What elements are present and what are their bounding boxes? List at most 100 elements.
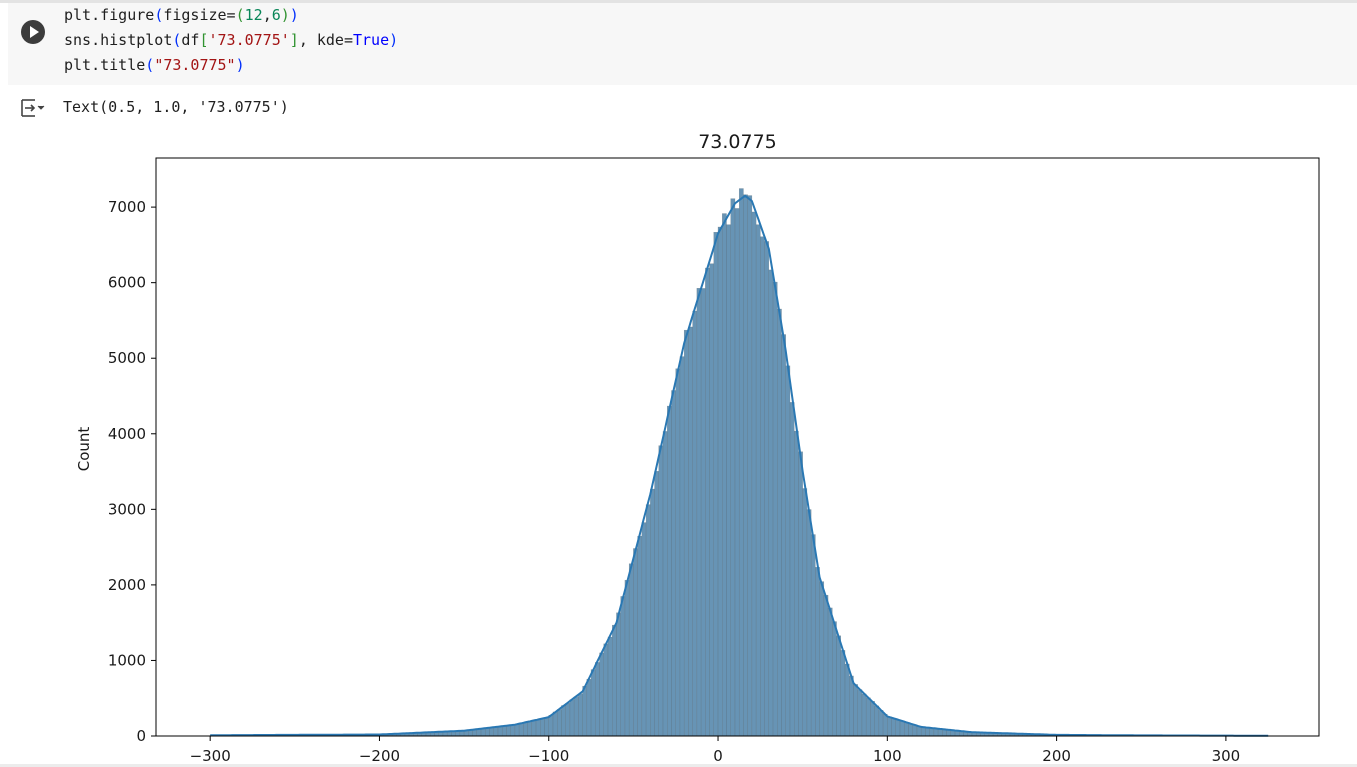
histogram-bar [705, 267, 710, 737]
histogram-bar [925, 727, 930, 737]
x-tick-label: −100 [528, 747, 569, 765]
histogram-bar [819, 581, 825, 737]
histogram-bar [679, 356, 685, 737]
plot-frame [155, 157, 1320, 737]
x-tick-label: −200 [359, 747, 400, 765]
x-tick-label: 300 [1212, 747, 1241, 765]
histogram-bar [878, 710, 884, 737]
histogram-bar [586, 678, 592, 737]
histogram-bar [569, 699, 575, 737]
histogram-bar [582, 685, 588, 737]
histogram-bar [777, 308, 782, 737]
histogram-bar [654, 471, 659, 737]
histogram-bar [760, 236, 765, 737]
histogram-bar [645, 504, 651, 737]
output-collapse-icon[interactable] [20, 97, 46, 119]
histogram-bar [768, 269, 774, 737]
histogram-bar [908, 723, 913, 737]
histogram-bar [920, 726, 926, 737]
histogram-bar [853, 684, 858, 737]
histogram-bar [531, 720, 537, 737]
play-circle-icon[interactable] [21, 20, 45, 44]
histogram-bar [823, 594, 829, 737]
histogram-bar [730, 198, 736, 737]
code-line-1: plt.figure(figsize=(12,6)) [64, 6, 299, 24]
histogram-bar [561, 705, 566, 737]
histogram-bar [751, 211, 757, 737]
chart-title: 73.0775 [698, 131, 777, 153]
histogram-bar [870, 701, 875, 737]
histogram-bar [637, 535, 643, 737]
x-tick-label: 100 [873, 747, 902, 765]
code-line-3: plt.title("73.0775") [64, 56, 245, 74]
histogram-bar [840, 650, 846, 737]
code-editor[interactable]: plt.figure(figsize=(12,6)) sns.histplot(… [64, 3, 398, 78]
y-tick-label: 1000 [108, 651, 146, 669]
histogram-bar [518, 723, 524, 737]
histogram-bar [578, 693, 583, 737]
code-cell[interactable]: plt.figure(figsize=(12,6)) sns.histplot(… [8, 3, 1357, 85]
histogram-bar [738, 188, 744, 737]
histogram-bar [493, 726, 499, 737]
histogram-bar [540, 718, 545, 737]
histogram-bar [832, 621, 837, 737]
histogram-bar [603, 643, 609, 737]
histogram-bar [798, 451, 803, 737]
kde-line [210, 194, 1269, 737]
y-tick-label: 6000 [108, 274, 146, 292]
histogram-bar [599, 652, 604, 737]
histogram-bar [514, 723, 520, 737]
histogram-bar [485, 727, 490, 737]
histogram-bar [590, 669, 596, 737]
histogram-bar [709, 263, 714, 737]
histogram-bar [865, 697, 871, 737]
x-tick-label: −300 [190, 747, 231, 765]
histogram-bar [696, 288, 702, 737]
histogram-bar [734, 208, 740, 737]
histogram-bar [700, 288, 706, 737]
histogram-bar [717, 226, 723, 737]
histogram-bar [641, 522, 647, 737]
histogram-bar [747, 195, 753, 737]
histogram-bar [874, 705, 880, 737]
cell-output-text: Text(0.5, 1.0, '73.0775') [63, 98, 289, 116]
code-line-2: sns.histplot(df['73.0775'], kde=True) [64, 31, 399, 49]
histogram-bar [506, 725, 511, 737]
histogram-bar [628, 563, 634, 737]
histogram-bar [612, 624, 617, 737]
histogram-bar [887, 716, 892, 737]
histogram-bar [891, 718, 896, 737]
histogram-bar [895, 719, 901, 737]
histogram-bar [785, 365, 791, 737]
y-tick-label: 2000 [108, 576, 146, 594]
histogram-bar [688, 326, 693, 737]
histogram-bar [671, 390, 676, 737]
histogram-bar [772, 281, 778, 737]
y-tick-label: 0 [136, 727, 146, 745]
histogram-bar [692, 310, 698, 737]
histogram-bar [755, 224, 761, 737]
histogram-bar [527, 721, 533, 737]
histogram-bar [535, 719, 541, 737]
x-tick-label: 200 [1042, 747, 1071, 765]
histogram-bar [510, 724, 516, 737]
histogram-bar [501, 725, 507, 737]
histogram-bar [810, 534, 816, 737]
histogram-bar [497, 726, 503, 737]
histogram-bar [802, 488, 808, 737]
histogram-bar [595, 662, 600, 737]
scrollbar-track[interactable] [0, 764, 1357, 767]
histogram-bar [781, 334, 786, 737]
histogram-bar [789, 402, 795, 737]
y-tick-label: 3000 [108, 500, 146, 518]
histogram-bar [827, 607, 833, 737]
histogram-bar [667, 405, 672, 737]
histogram-bar [794, 430, 799, 737]
histogram-bar [565, 703, 571, 737]
histogram-bar [544, 717, 549, 737]
histogram-bar [548, 715, 554, 737]
histogram-bar [722, 213, 727, 737]
x-tick-label: 0 [713, 747, 723, 765]
histogram-bar [633, 548, 638, 737]
